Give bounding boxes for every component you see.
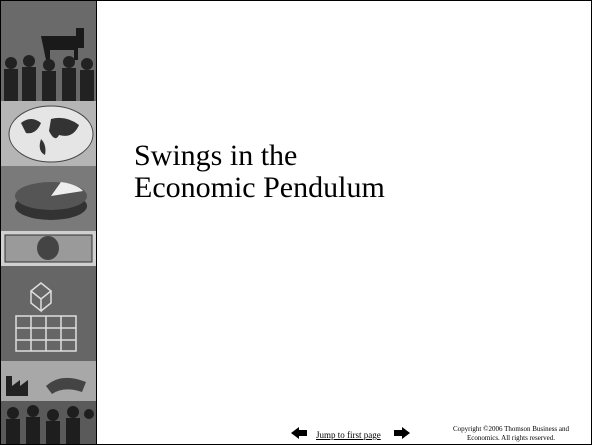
copyright-line: Copyright ©2006 Thomson Business and: [452, 425, 570, 433]
title-line: Economic Pendulum: [134, 171, 385, 204]
jump-link[interactable]: Jump to first page: [316, 430, 381, 440]
next-arrow[interactable]: [392, 426, 412, 440]
prev-arrow[interactable]: [289, 426, 309, 440]
title-line: Swings in the: [134, 139, 298, 172]
image-strip: [1, 1, 97, 444]
copyright-line: Economics. All rights reserved.: [466, 434, 556, 442]
